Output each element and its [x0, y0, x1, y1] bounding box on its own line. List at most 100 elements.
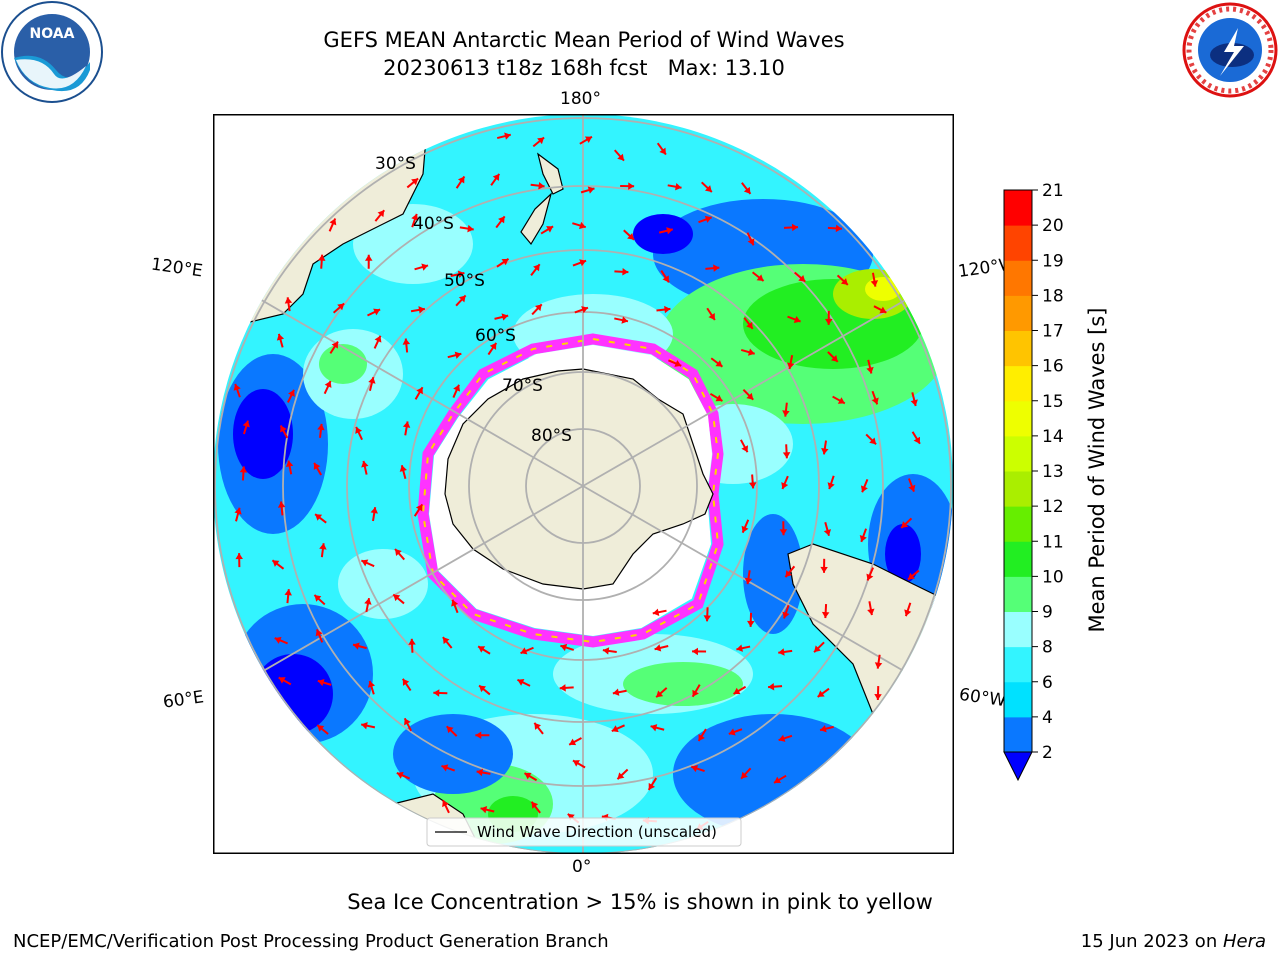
wave-direction-arrowhead [901, 521, 909, 528]
wave-direction-arrowhead [368, 377, 376, 384]
wave-direction-arrowhead [869, 437, 877, 445]
wave-direction-arrowhead [319, 543, 327, 550]
wave-direction-arrowhead [743, 186, 751, 194]
wave-direction-arrowhead [728, 728, 736, 736]
wave-direction-arrowhead [315, 629, 323, 637]
wave-direction-arrowhead [317, 423, 325, 431]
wave-direction-arrowhead [318, 254, 326, 261]
wave-direction-arrowhead [798, 274, 806, 282]
lon-label-60e: 60°E [161, 687, 206, 713]
wave-direction-arrowhead [314, 594, 322, 602]
wave-direction-arrowhead [534, 722, 541, 730]
colorbar-tick-label: 18 [1042, 286, 1064, 306]
run-date-text: 15 Jun 2023 on [1080, 931, 1223, 952]
colorbar-swatch [1004, 435, 1032, 472]
colorbar-tick-label: 17 [1042, 322, 1064, 342]
wave-direction-arrowhead [329, 218, 337, 226]
colorbar-tick-label: 10 [1042, 567, 1064, 587]
wave-direction-arrowhead [393, 594, 401, 602]
wave-direction-arrowhead [276, 333, 285, 341]
wave-direction-arrowhead [374, 335, 382, 343]
wave-direction-arrowhead [823, 529, 832, 536]
colorbar-swatch [1004, 506, 1032, 542]
wave-direction-arrowhead [364, 598, 372, 605]
colorbar: 2 4 6 8 9 10 11 12 13 14 15 16 17 18 19 20 21 [1003, 181, 1064, 782]
colorbar-tick-label: 2 [1042, 743, 1053, 763]
wave-direction-arrowhead [748, 482, 757, 489]
wave-direction-arrowhead [859, 535, 867, 542]
wave-direction-arrowhead [277, 501, 286, 508]
lon-label-120e: 120°E [149, 254, 204, 282]
wave-direction-arrowhead [399, 465, 407, 472]
lat-label-40s: 40°S [413, 214, 454, 234]
colorbar-swatch [1004, 365, 1032, 402]
wave-direction-arrowhead [874, 694, 882, 701]
wave-direction-arrowhead [704, 215, 712, 223]
wave-direction-arrowhead [866, 366, 874, 374]
wave-direction-arrowhead [733, 687, 741, 695]
wave-direction-arrowhead [361, 460, 369, 468]
lon-label-0: 0° [572, 857, 592, 877]
colorbar-swatch [1004, 576, 1032, 612]
wave-direction-arrowhead [560, 643, 568, 652]
colorbar-tick-label: 12 [1042, 497, 1064, 517]
wave-direction-arrowhead [621, 316, 629, 324]
wave-direction-arrowhead [458, 295, 466, 303]
wave-direction-arrowhead [617, 153, 624, 161]
colorbar-swatch [1004, 471, 1032, 507]
colorbar-swatch [1004, 611, 1032, 648]
wave-direction-arrowhead [416, 387, 423, 395]
wave-direction-arrowhead [913, 436, 920, 444]
wave-direction-arrowhead [820, 566, 828, 573]
machine-name: Hera [1222, 931, 1266, 952]
wave-direction-arrowhead [654, 644, 662, 652]
wave-direction-arrowhead [664, 305, 671, 314]
wave-direction-arrowhead [587, 186, 595, 194]
longitude-gridlines [213, 114, 953, 854]
wave-direction-arrowhead [280, 425, 287, 433]
wave-direction-arrowhead [628, 182, 635, 190]
wave-direction-arrowhead [827, 482, 835, 490]
lon-label-180: 180° [560, 89, 601, 109]
wave-direction-arrowhead [377, 210, 385, 218]
wave-direction-arrowhead [786, 362, 795, 369]
wave-direction-arrowhead [747, 348, 755, 356]
wave-direction-arrowhead [785, 570, 793, 578]
legend-label: Wind Wave Direction (unscaled) [477, 823, 717, 841]
wave-direction-arrowhead [274, 636, 282, 644]
wave-direction-arrowhead [581, 306, 588, 314]
colorbar-swatch [1004, 330, 1032, 367]
wave-direction-arrowhead [233, 383, 241, 391]
wave-direction-arrowhead [373, 308, 381, 316]
wave-direction-arrowhead [278, 677, 286, 684]
wave-direction-arrowhead [666, 227, 673, 235]
wave-direction-arrowhead [879, 306, 887, 314]
wave-direction-arrowhead [744, 577, 753, 585]
wave-direction-arrowhead [538, 181, 545, 190]
wave-direction-arrowhead [579, 221, 586, 230]
wave-direction-arrowhead [617, 772, 625, 780]
map-border [213, 114, 954, 854]
wave-direction-arrowhead [746, 392, 754, 400]
wave-direction-arrowhead [242, 420, 250, 428]
wave-direction-arrowhead [837, 397, 845, 404]
wave-direction-arrowhead [746, 321, 753, 329]
wave-direction-arrowhead [674, 360, 682, 367]
wave-direction-arrowhead [698, 734, 705, 742]
wave-direction-arrowhead [650, 724, 658, 732]
colorbar-tick-label: 9 [1042, 603, 1053, 623]
wave-direction-arrowhead [747, 620, 755, 627]
wave-direction-arrowhead [817, 690, 825, 697]
wave-direction-arrowhead [820, 725, 827, 733]
wave-direction-arrowhead [741, 525, 749, 533]
wave-direction-arrowhead [715, 394, 723, 402]
wave-direction-arrowhead [622, 268, 629, 276]
colorbar-tick-label: 6 [1042, 673, 1053, 693]
lat-label-50s: 50°S [444, 271, 485, 291]
wave-direction-arrowhead [781, 482, 789, 490]
wave-direction-arrowhead [871, 397, 879, 405]
wave-direction-arrowhead [476, 768, 484, 777]
wave-direction-arrowhead [364, 254, 373, 261]
wave-direction-arrowhead [353, 642, 360, 650]
wave-direction-arrowhead [584, 136, 592, 143]
